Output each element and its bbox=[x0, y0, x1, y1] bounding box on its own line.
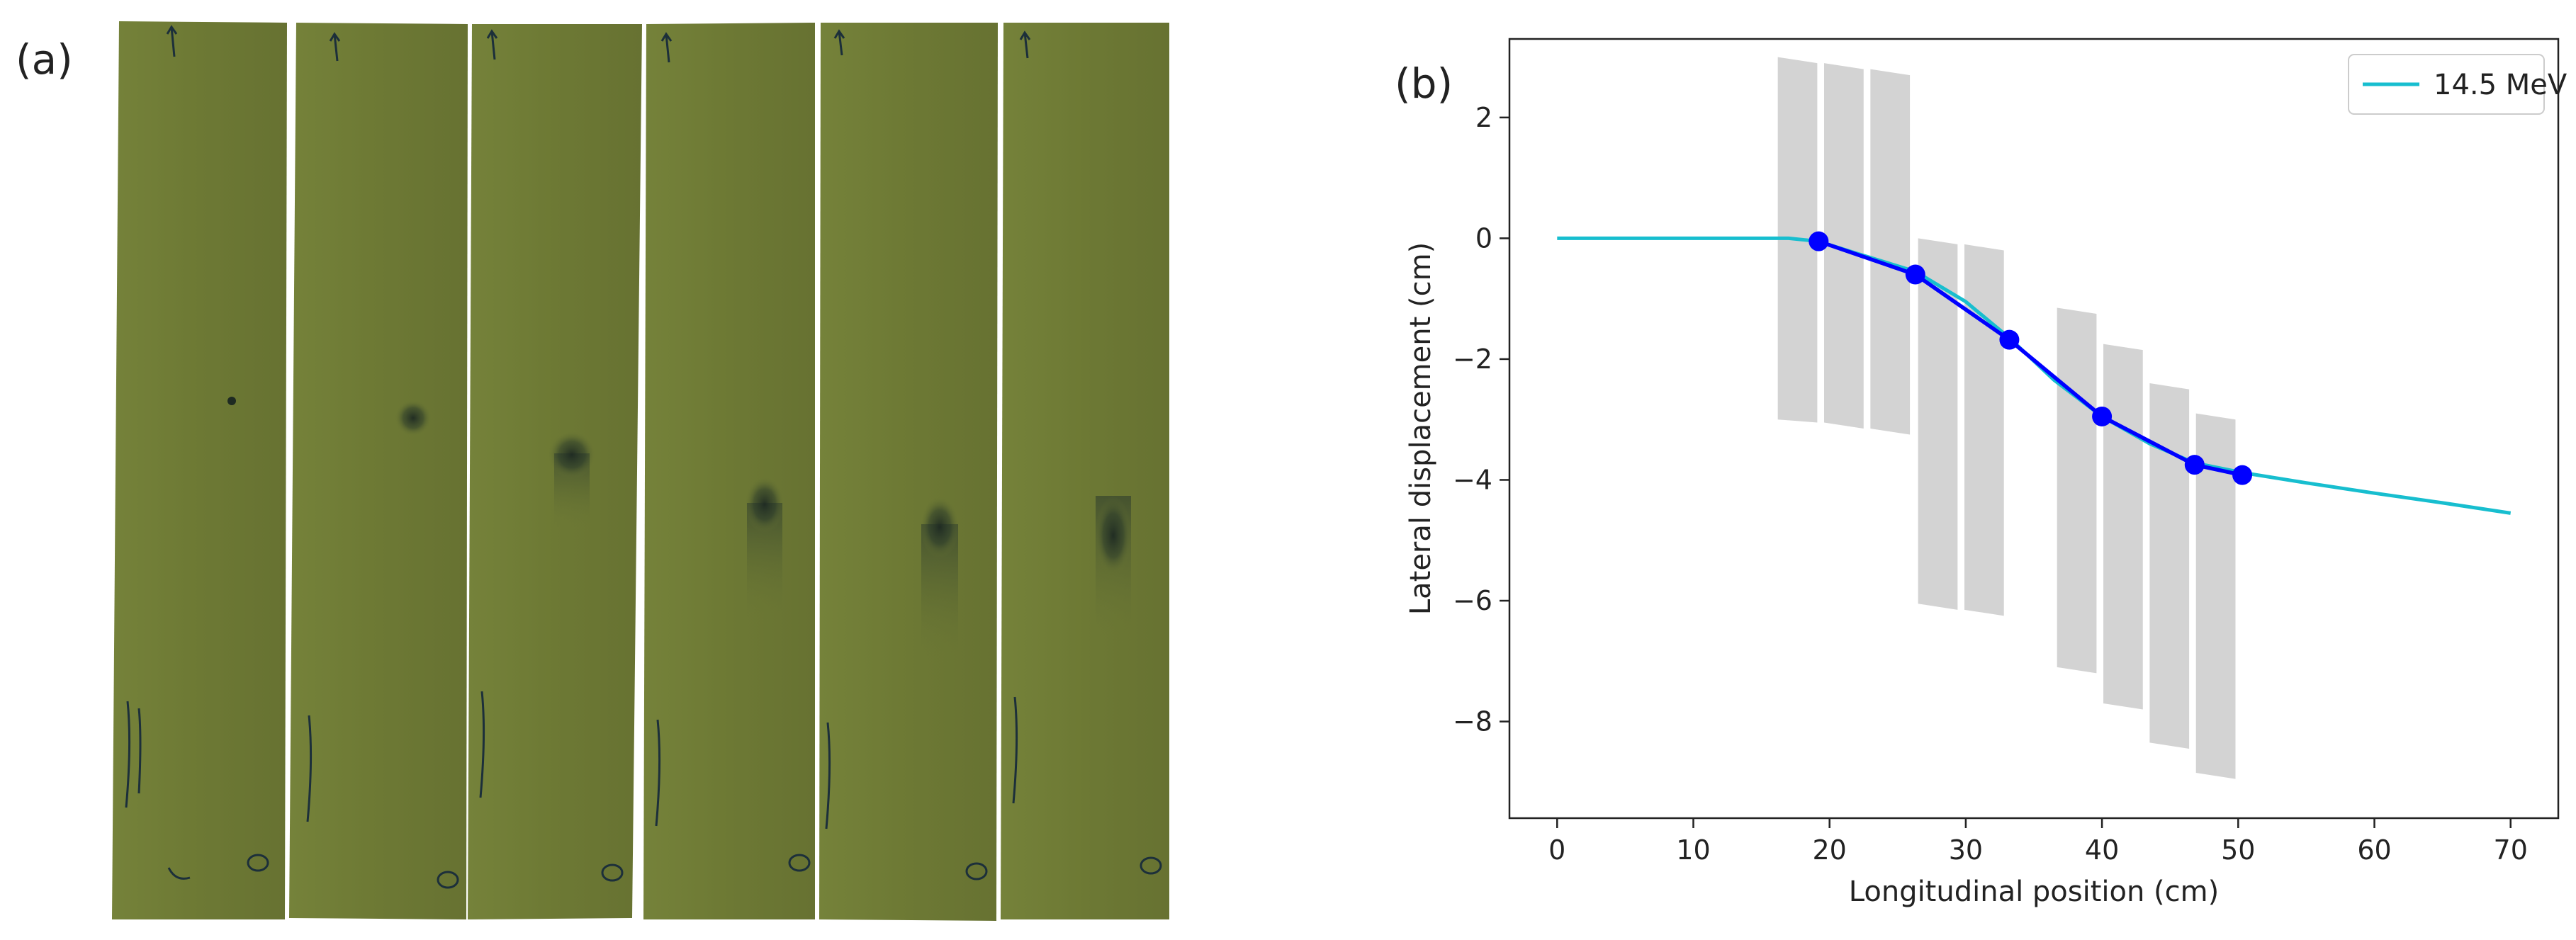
displacement-chart-panel: (b) 0 10 20 30 40 50 60 70 −8 −6 −4 −2 0 2 Longitudi… bbox=[1389, 0, 2576, 937]
y-axis: −8 −6 −4 −2 0 2 bbox=[1453, 102, 1509, 737]
x-tick-label: 60 bbox=[2357, 834, 2391, 866]
legend-box bbox=[2348, 54, 2545, 115]
film-block bbox=[2195, 413, 2236, 779]
x-axis: 0 10 20 30 40 50 60 70 bbox=[1548, 818, 2528, 866]
film-block bbox=[1870, 69, 1911, 435]
film-photograph-panel: (a) bbox=[0, 0, 1205, 937]
film-block bbox=[2057, 307, 2097, 674]
film-strip bbox=[819, 23, 998, 921]
plot-frame bbox=[1508, 38, 2560, 820]
y-tick-label: −2 bbox=[1453, 344, 1492, 375]
displacement-chart: (b) 0 10 20 30 40 50 60 70 −8 −6 −4 −2 0 2 Longitudi… bbox=[1395, 38, 2567, 908]
y-tick-label: 0 bbox=[1475, 222, 1492, 254]
film-strip bbox=[468, 24, 642, 919]
data-point bbox=[1905, 264, 1925, 285]
data-point bbox=[1999, 329, 2020, 350]
series-line-14-5-mev bbox=[1557, 236, 2512, 515]
data-point bbox=[2092, 406, 2113, 426]
x-tick-label: 40 bbox=[2085, 834, 2119, 866]
y-axis-label: Lateral displacement (cm) bbox=[1405, 242, 1437, 615]
y-tick-label: −4 bbox=[1453, 464, 1492, 495]
x-tick-label: 50 bbox=[2221, 834, 2255, 866]
y-tick-label: 2 bbox=[1475, 102, 1492, 133]
x-tick-label: 70 bbox=[2494, 834, 2528, 866]
x-tick-label: 20 bbox=[1813, 834, 1847, 866]
x-tick-label: 0 bbox=[1548, 834, 1565, 866]
panel-a-label: (a) bbox=[16, 35, 73, 84]
film-block bbox=[1918, 238, 1958, 610]
legend: 14.5 MeV bbox=[2348, 54, 2567, 115]
film-block bbox=[1964, 244, 2004, 616]
x-axis-label: Longitudinal position (cm) bbox=[1849, 876, 2219, 908]
y-tick-label: −8 bbox=[1453, 706, 1492, 737]
x-tick-label: 10 bbox=[1676, 834, 1710, 866]
film-strip bbox=[289, 23, 468, 919]
film-block bbox=[2149, 383, 2190, 749]
y-tick-label: −6 bbox=[1453, 585, 1492, 616]
film-strip bbox=[112, 21, 287, 919]
film-block bbox=[2103, 344, 2143, 710]
legend-entry: 14.5 MeV bbox=[2434, 69, 2567, 101]
panel-b-label: (b) bbox=[1395, 60, 1453, 108]
data-point bbox=[1809, 231, 1829, 251]
data-point bbox=[2184, 455, 2205, 475]
film-strip bbox=[1001, 23, 1169, 919]
film-strips-photo: (a) bbox=[16, 21, 1169, 921]
series-layer bbox=[1557, 231, 2512, 515]
film-block bbox=[1824, 63, 1864, 429]
x-tick-label: 30 bbox=[1949, 834, 1983, 866]
film-strip bbox=[643, 23, 815, 919]
data-point bbox=[2232, 465, 2253, 485]
film-blocks bbox=[1777, 57, 2236, 779]
